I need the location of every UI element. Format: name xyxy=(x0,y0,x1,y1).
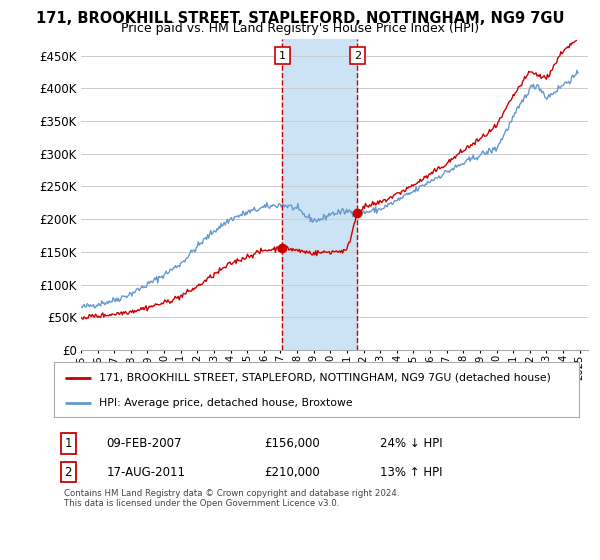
Text: Contains HM Land Registry data © Crown copyright and database right 2024.
This d: Contains HM Land Registry data © Crown c… xyxy=(65,489,400,508)
Text: 09-FEB-2007: 09-FEB-2007 xyxy=(107,437,182,450)
Text: £210,000: £210,000 xyxy=(264,466,320,479)
Text: 1: 1 xyxy=(65,437,72,450)
Text: 171, BROOKHILL STREET, STAPLEFORD, NOTTINGHAM, NG9 7GU: 171, BROOKHILL STREET, STAPLEFORD, NOTTI… xyxy=(36,11,564,26)
Text: 2: 2 xyxy=(65,466,72,479)
Text: 17-AUG-2011: 17-AUG-2011 xyxy=(107,466,185,479)
Text: £156,000: £156,000 xyxy=(264,437,320,450)
Text: 1: 1 xyxy=(278,50,286,60)
Text: 171, BROOKHILL STREET, STAPLEFORD, NOTTINGHAM, NG9 7GU (detached house): 171, BROOKHILL STREET, STAPLEFORD, NOTTI… xyxy=(98,373,551,382)
Text: HPI: Average price, detached house, Broxtowe: HPI: Average price, detached house, Brox… xyxy=(98,399,352,408)
Bar xyxy=(282,39,357,350)
Text: 24% ↓ HPI: 24% ↓ HPI xyxy=(380,437,442,450)
Text: Price paid vs. HM Land Registry's House Price Index (HPI): Price paid vs. HM Land Registry's House … xyxy=(121,22,479,35)
Text: 2: 2 xyxy=(354,50,361,60)
Text: 13% ↑ HPI: 13% ↑ HPI xyxy=(380,466,442,479)
